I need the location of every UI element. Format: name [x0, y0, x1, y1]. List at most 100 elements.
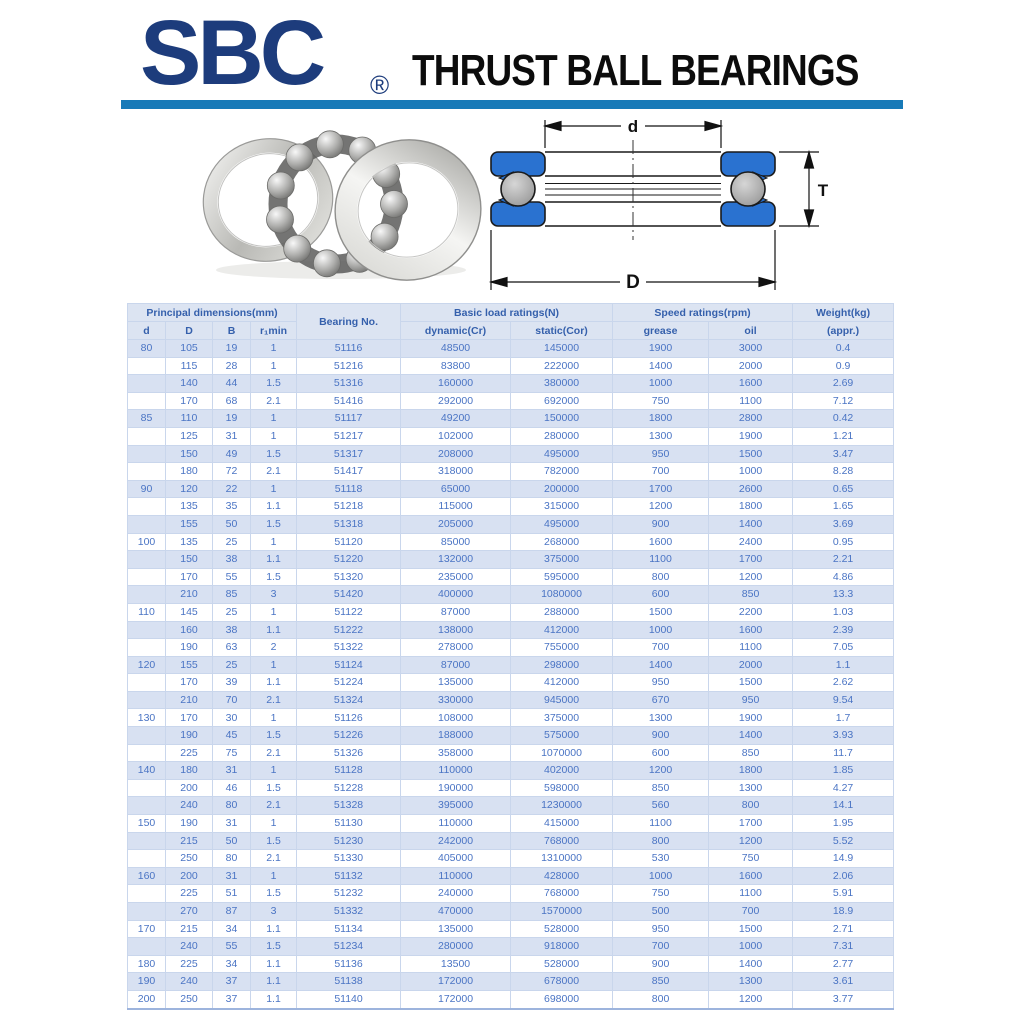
table-cell: 755000	[510, 638, 614, 657]
table-cell: 38	[212, 620, 251, 640]
table-cell: 51118	[296, 479, 402, 499]
table-cell: 235000	[400, 567, 512, 587]
table-cell	[127, 884, 166, 903]
table-cell: 55	[212, 937, 251, 956]
table-cell: 495000	[510, 514, 614, 534]
table-cell: 51318	[296, 514, 402, 534]
table-cell: 1.21	[792, 426, 895, 446]
table-cell: 375000	[510, 708, 614, 728]
table-cell: 80	[127, 339, 166, 358]
table-cell: 51132	[296, 866, 402, 886]
table-cell: 51134	[296, 919, 402, 939]
table-cell: 51217	[296, 426, 402, 446]
table-cell: 380000	[510, 374, 614, 393]
table-cell: 51332	[296, 902, 402, 921]
table-row: 115 28 1 51216 83800 222000 1400 2000 0.9	[127, 356, 895, 376]
group-bearing-no: Bearing No.	[296, 303, 402, 340]
table-cell: 170	[165, 567, 213, 587]
table-cell: 50	[212, 514, 251, 534]
table-cell: 1500	[708, 673, 794, 692]
table-row: 150 190 31 1 51130 110000 415000 1100 1700 1.95	[127, 814, 895, 833]
table-cell: 80	[212, 849, 251, 868]
table-cell: 1.5	[249, 726, 298, 745]
table-cell: 2.06	[792, 866, 895, 886]
table-cell: 800	[612, 989, 710, 1010]
table-cell: 1	[249, 339, 298, 358]
table-cell	[127, 391, 166, 411]
table-cell	[127, 444, 166, 464]
table-cell: 1.1	[249, 673, 298, 692]
table-cell: 1	[249, 426, 298, 446]
table-cell: 25	[212, 532, 251, 552]
table-cell: 132000	[400, 550, 512, 569]
table-row: 180 225 34 1.1 51136 13500 528000 900 1400 2.77	[127, 954, 895, 974]
table-cell: 698000	[510, 989, 614, 1010]
table-cell: 495000	[510, 444, 614, 464]
table-cell: 51	[212, 884, 251, 903]
table-cell: 51218	[296, 497, 402, 516]
table-cell: 51230	[296, 831, 402, 851]
table-cell: 3.69	[792, 514, 895, 534]
table-cell: 1800	[612, 409, 710, 428]
logo-text: SBC	[140, 8, 324, 100]
table-cell: 51322	[296, 638, 402, 657]
table-cell: 1070000	[510, 743, 614, 763]
divider-bar	[121, 100, 903, 109]
table-cell: 130	[127, 708, 166, 728]
table-cell: 1200	[708, 831, 794, 851]
table-cell: 950	[708, 690, 794, 710]
table-cell: 51328	[296, 796, 402, 816]
table-cell: 110000	[400, 866, 512, 886]
table-cell: 3000	[708, 339, 794, 358]
table-cell: 45	[212, 726, 251, 745]
table-cell: 30	[212, 708, 251, 728]
table-cell: 402000	[510, 761, 614, 780]
table-cell: 1500	[708, 444, 794, 464]
table-cell: 75	[212, 743, 251, 763]
table-cell: 768000	[510, 831, 614, 851]
table-cell: 600	[612, 585, 710, 604]
table-cell: 1.5	[249, 831, 298, 851]
table-cell: 1230000	[510, 796, 614, 816]
table-cell: 145000	[510, 339, 614, 358]
table-cell: 120	[165, 479, 213, 499]
table-cell: 1.95	[792, 814, 895, 833]
table-cell: 222000	[510, 356, 614, 376]
table-cell: 51220	[296, 550, 402, 569]
table-cell: 25	[212, 655, 251, 675]
table-cell: 150000	[510, 409, 614, 428]
table-cell: 945000	[510, 690, 614, 710]
table-cell: 19	[212, 339, 251, 358]
dimension-T	[779, 149, 819, 229]
table-cell: 31	[212, 866, 251, 886]
table-cell: 1300	[708, 972, 794, 991]
table-cell: 2.77	[792, 954, 895, 974]
table-cell: 172000	[400, 989, 512, 1010]
table-cell: 200	[165, 778, 213, 798]
table-cell: 1600	[708, 620, 794, 640]
table-cell: 5.52	[792, 831, 895, 851]
table-cell: 150	[127, 814, 166, 833]
table-cell: 242000	[400, 831, 512, 851]
bearing-photo-graphic	[202, 130, 482, 281]
table-cell: 395000	[400, 796, 512, 816]
table-cell: 1	[249, 356, 298, 376]
table-cell: 1	[249, 708, 298, 728]
table-cell: 180	[127, 954, 166, 974]
table-cell	[127, 620, 166, 640]
table-cell: 0.65	[792, 479, 895, 499]
table-cell: 51120	[296, 532, 402, 552]
table-cell: 37	[212, 989, 251, 1010]
table-cell	[127, 374, 166, 393]
table-cell: 3	[249, 902, 298, 921]
table-cell: 1200	[612, 761, 710, 780]
table-row: 140 180 31 1 51128 110000 402000 1200 1800 1.85	[127, 761, 895, 780]
table-cell: 1.5	[249, 778, 298, 798]
table-cell: 528000	[510, 919, 614, 939]
table-cell: 135000	[400, 673, 512, 692]
table-cell: 2.69	[792, 374, 895, 393]
table-cell: 1900	[708, 426, 794, 446]
table-cell: 1.1	[249, 972, 298, 991]
table-cell: 150	[165, 550, 213, 569]
cross-section-graphic: d D T	[488, 117, 829, 293]
